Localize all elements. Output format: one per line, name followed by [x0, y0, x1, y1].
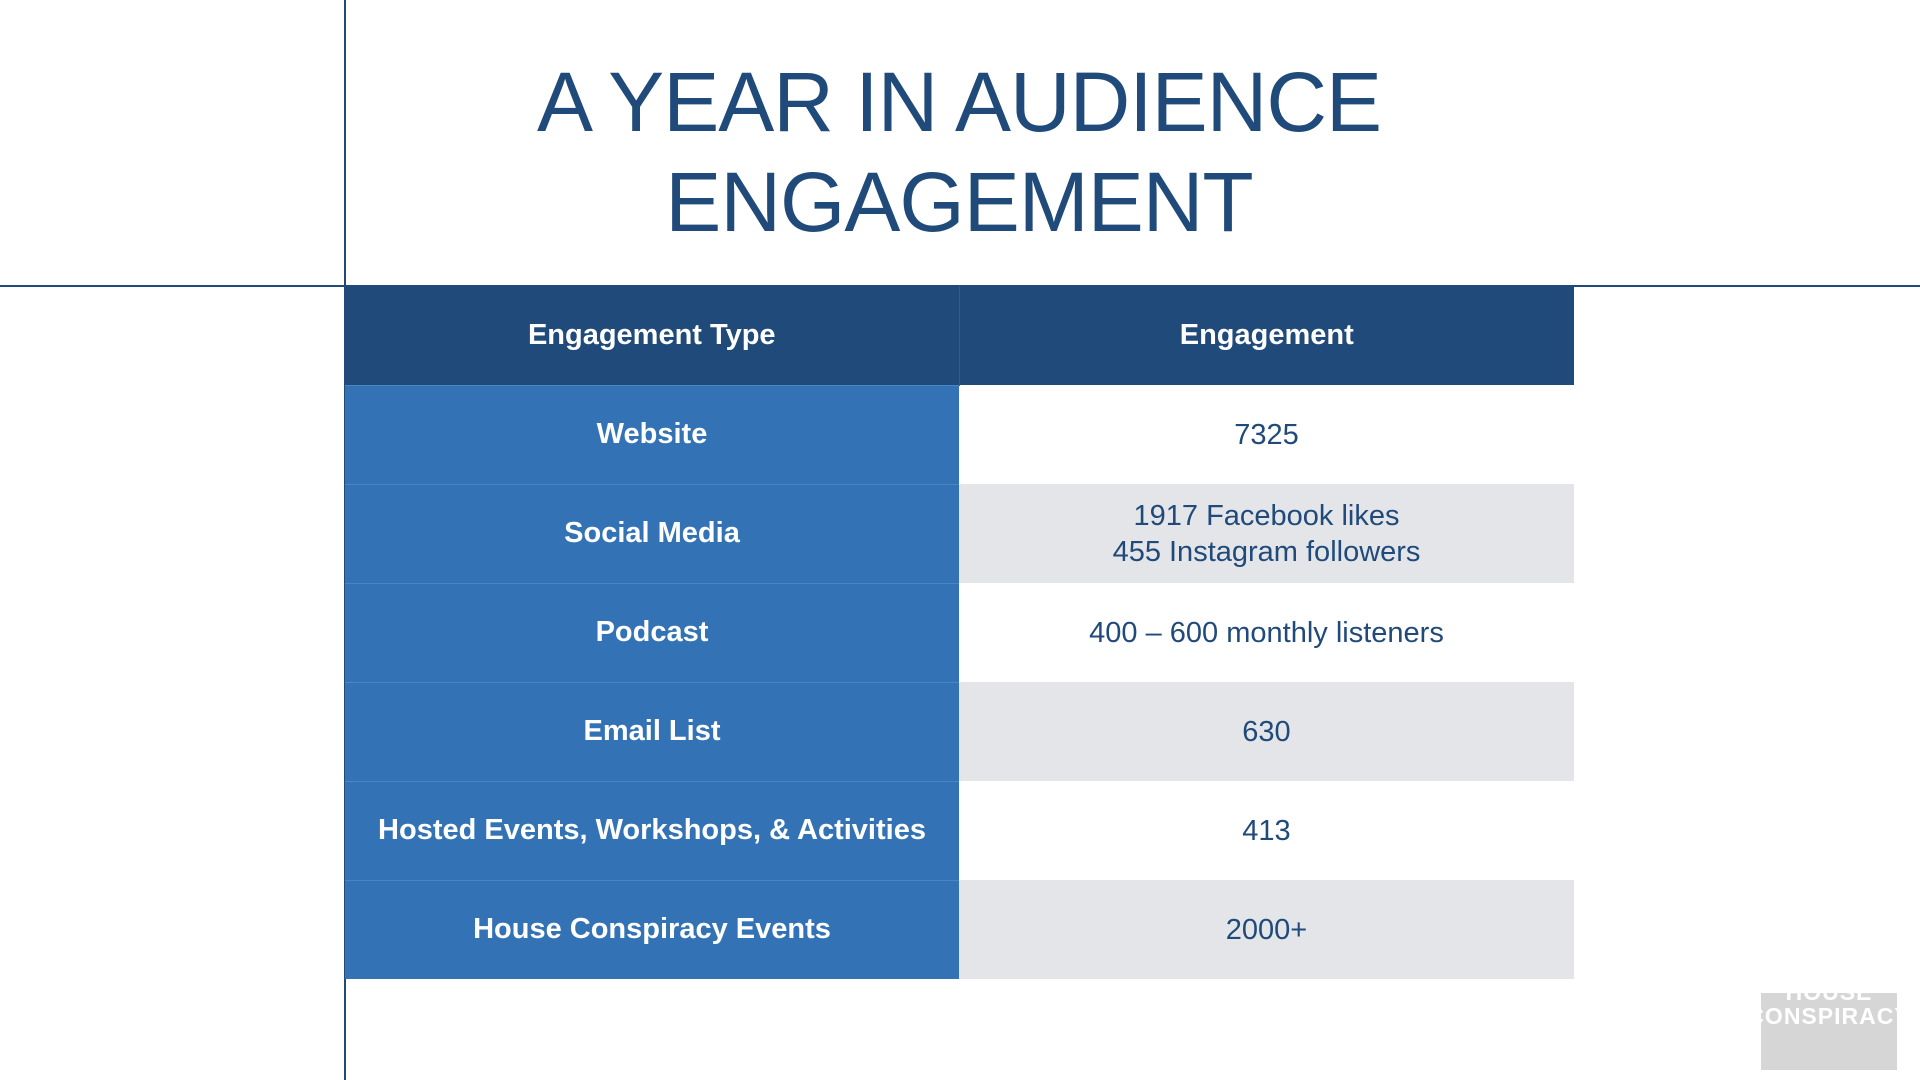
engagement-value: 7325 — [1234, 418, 1299, 451]
engagement-value-cell: 400 – 600 monthly listeners — [959, 583, 1574, 682]
engagement-type-cell: Social Media — [345, 483, 959, 583]
engagement-value-cell: 7325 — [959, 385, 1574, 484]
engagement-type-cell: Podcast — [345, 582, 959, 682]
title-line-2: ENGAGEMENT — [665, 155, 1253, 249]
engagement-value: 1917 Facebook likes — [1133, 499, 1400, 532]
table-row: Social Media 1917 Facebook likes 455 Ins… — [345, 483, 1574, 583]
table-header-row: Engagement Type Engagement — [345, 286, 1574, 385]
engagement-table: Engagement Type Engagement Website 7325 … — [345, 286, 1574, 979]
engagement-type-cell: Website — [345, 384, 959, 484]
logo-line-1: HOUSE — [1785, 979, 1873, 1005]
engagement-type-cell: Email List — [345, 681, 959, 781]
engagement-type-cell: House Conspiracy Events — [345, 879, 959, 979]
engagement-value-cell: 413 — [959, 781, 1574, 880]
title-line-1: A YEAR IN AUDIENCE — [536, 55, 1382, 149]
table-row: Podcast 400 – 600 monthly listeners — [345, 582, 1574, 682]
engagement-value-cell: 630 — [959, 682, 1574, 781]
column-header-engagement-type: Engagement Type — [345, 286, 959, 385]
engagement-value: 630 — [1242, 715, 1291, 748]
engagement-value-cell: 1917 Facebook likes 455 Instagram follow… — [959, 484, 1574, 583]
table-row: House Conspiracy Events 2000+ — [345, 879, 1574, 979]
engagement-value: 455 Instagram followers — [1112, 535, 1421, 568]
table-row: Email List 630 — [345, 681, 1574, 781]
logo-text: HOUSE CONSPIRACY — [1740, 980, 1918, 1028]
house-conspiracy-logo — [1761, 993, 1897, 1070]
page-title: A YEAR IN AUDIENCE ENGAGEMENT — [345, 52, 1573, 252]
engagement-value: 2000+ — [1225, 913, 1308, 946]
column-header-engagement: Engagement — [958, 286, 1574, 385]
engagement-value-cell: 2000+ — [959, 880, 1574, 979]
engagement-value: 413 — [1242, 814, 1291, 847]
engagement-value: 400 – 600 monthly listeners — [1089, 616, 1444, 649]
logo-line-2: CONSPIRACY — [1747, 1003, 1911, 1029]
table-row: Hosted Events, Workshops, & Activities 4… — [345, 780, 1574, 880]
engagement-type-cell: Hosted Events, Workshops, & Activities — [345, 780, 959, 880]
table-row: Website 7325 — [345, 384, 1574, 484]
